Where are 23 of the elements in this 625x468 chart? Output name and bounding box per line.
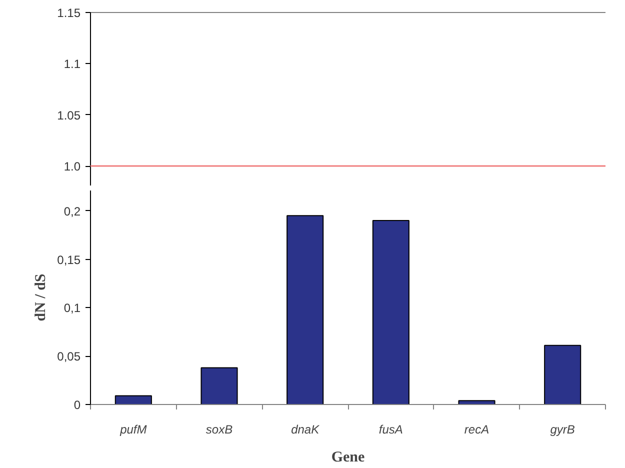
y-tick-label: 1.0: [64, 160, 81, 174]
y-tick-label: 0,1: [64, 301, 81, 316]
bar: [458, 400, 496, 404]
y-tick-label: 1.15: [57, 6, 81, 20]
y-tick-label: 1.05: [57, 108, 81, 122]
bar: [200, 367, 238, 404]
y-tick-label: 1.1: [64, 57, 81, 72]
bar: [114, 395, 152, 404]
x-axis-title: Gene: [331, 450, 366, 466]
bar: [544, 344, 582, 404]
y-tick-label: 0,2: [64, 204, 81, 218]
y-tick-label: 0: [74, 398, 81, 412]
y-tick-label: 0,15: [57, 252, 81, 267]
bar: [372, 220, 410, 404]
y-tick-label: 0,05: [57, 350, 81, 364]
x-tick-label: fusA: [378, 422, 403, 436]
x-tick-label: gyrB: [550, 422, 575, 436]
bar: [286, 215, 324, 404]
y-axis-title: dN / dS: [33, 274, 50, 322]
x-tick-label: pufM: [119, 422, 147, 436]
x-tick-label: recA: [464, 422, 490, 436]
x-tick-label: dnaK: [291, 422, 320, 436]
x-tick-label: soxB: [206, 422, 233, 436]
